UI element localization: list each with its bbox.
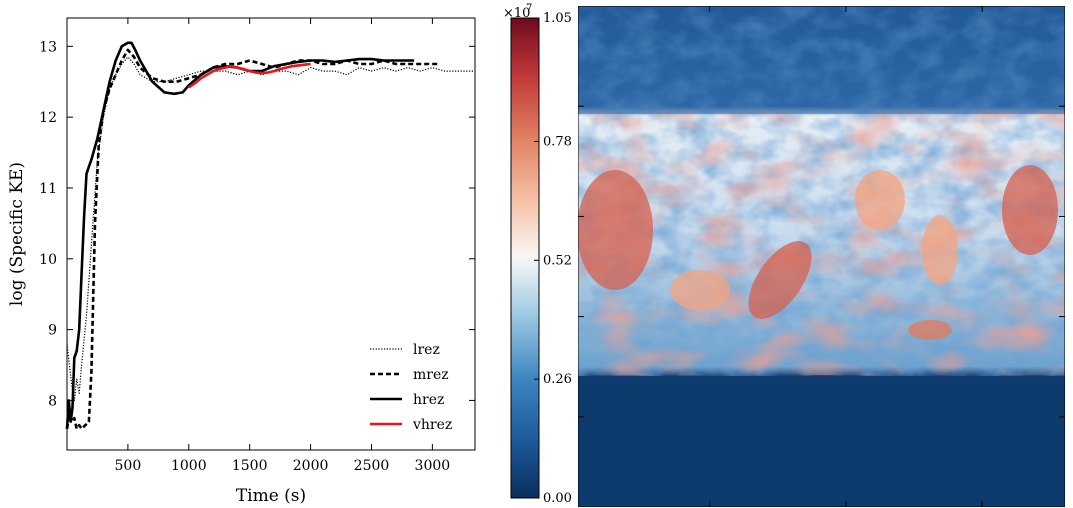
colorbar-tick-label: 0.52 xyxy=(543,253,572,268)
y-tick-label: 10 xyxy=(39,252,57,268)
x-tick-label: 2000 xyxy=(293,458,329,474)
heatmap xyxy=(578,6,1065,507)
x-tick-label: 2500 xyxy=(354,458,390,474)
plot-frame xyxy=(66,17,476,451)
series-line-hrez xyxy=(65,41,415,429)
colorbar-tick-label: 0.78 xyxy=(543,134,572,149)
heatmap-lower-zone xyxy=(578,377,1065,507)
colorbar-exponent: 7 xyxy=(526,3,532,14)
x-axis-title: Time (s) xyxy=(236,486,306,506)
x-tick-label: 500 xyxy=(115,458,142,474)
colorbar-tick-label: 1.05 xyxy=(543,11,572,26)
series-line-vhrez xyxy=(188,62,311,89)
x-tick-label: 1500 xyxy=(232,458,268,474)
legend-label-mrez: mrez xyxy=(413,367,449,383)
y-tick-label: 13 xyxy=(39,39,57,55)
x-tick-label: 1000 xyxy=(171,458,207,474)
heatmap-red-patches xyxy=(578,165,1058,340)
x-axis: 500 1000 1500 2000 2500 3000 xyxy=(115,18,451,474)
legend-label-lrez: lrez xyxy=(413,342,440,358)
colorbar: 0.00 0.26 0.52 0.78 1.05 ×10 7 xyxy=(503,3,572,506)
heatmap-upper-zone xyxy=(578,6,1065,114)
legend-label-vhrez: vhrez xyxy=(412,417,452,433)
y-tick-label: 8 xyxy=(48,393,57,409)
legend-label-hrez: hrez xyxy=(413,392,444,408)
colorbar-gradient xyxy=(510,17,540,499)
colorbar-tick-label: 0.26 xyxy=(543,372,572,387)
legend: lrez mrez hrez vhrez xyxy=(370,342,452,433)
heatmap-red-regions xyxy=(578,110,1065,375)
x-tick-label: 3000 xyxy=(415,458,451,474)
series-line-mrez xyxy=(65,48,439,431)
colorbar-ticks: 0.00 0.26 0.52 0.78 1.05 xyxy=(534,11,572,506)
y-tick-label: 11 xyxy=(39,181,57,197)
heatmap-ticks xyxy=(578,6,1065,507)
y-axis-title: log (Specific KE) xyxy=(7,162,27,306)
line-chart: 500 1000 1500 2000 2500 3000 8 9 10 11 12 13 Time … xyxy=(7,17,476,506)
y-tick-label: 9 xyxy=(48,323,57,339)
colorbar-multiplier: ×10 xyxy=(503,6,530,21)
series-layer xyxy=(65,41,475,431)
y-tick-label: 12 xyxy=(39,110,57,126)
series-line-lrez xyxy=(66,56,475,401)
y-axis: 8 9 10 11 12 13 xyxy=(39,39,475,409)
colorbar-tick-label: 0.00 xyxy=(543,491,572,506)
